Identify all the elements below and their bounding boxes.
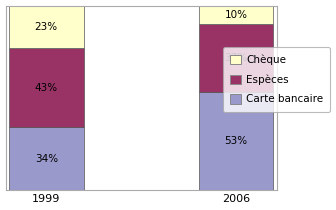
Text: 43%: 43% [35, 83, 58, 93]
Bar [9, 127, 84, 190]
Text: 37%: 37% [224, 53, 248, 63]
Text: 23%: 23% [35, 22, 58, 32]
Text: 10%: 10% [224, 10, 248, 20]
Bar [199, 5, 274, 24]
Text: 53%: 53% [224, 136, 248, 146]
Text: 34%: 34% [35, 154, 58, 164]
Bar [9, 48, 84, 127]
Bar [199, 24, 274, 92]
Bar [199, 92, 274, 190]
Legend: Chèque, Espèces, Carte bancaire: Chèque, Espèces, Carte bancaire [223, 47, 330, 112]
Bar [9, 5, 84, 48]
